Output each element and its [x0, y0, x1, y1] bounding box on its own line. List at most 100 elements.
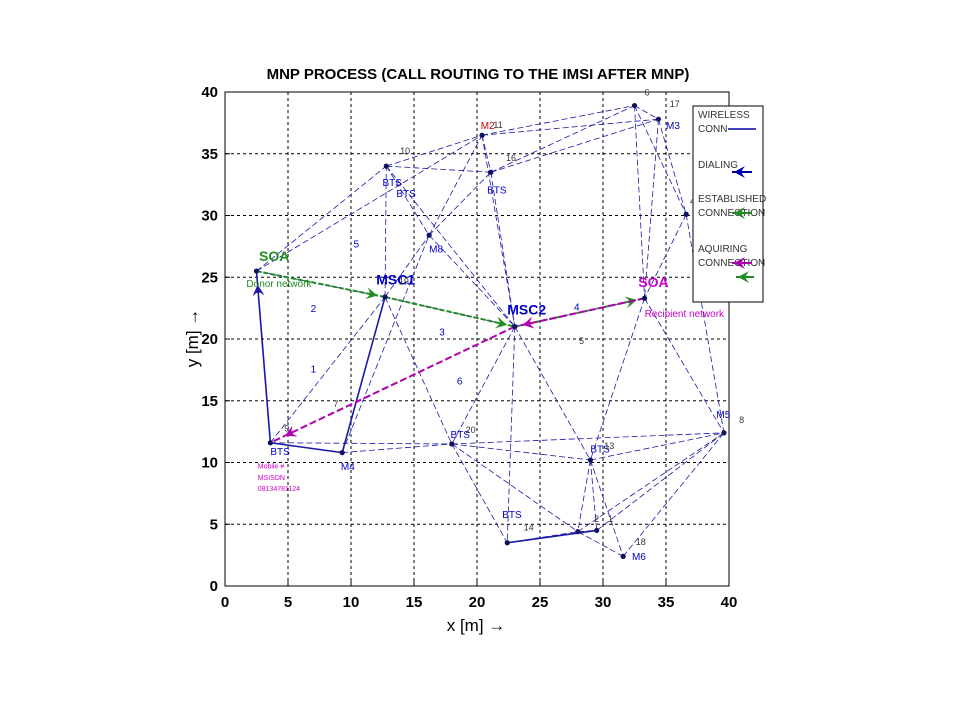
acquiring-connection-arrowhead [285, 425, 298, 437]
x-tick-label: 25 [532, 594, 549, 611]
acquiring-connection-arrowhead [522, 316, 535, 329]
node-n10 [383, 163, 389, 169]
node-label: BTS [487, 185, 507, 196]
node-label: BTS [451, 430, 471, 441]
wireless-link [577, 459, 591, 532]
wireless-link [490, 172, 516, 327]
established-connection [384, 296, 516, 328]
wireless-link [590, 432, 725, 461]
legend-swatch-arrowhead [734, 166, 745, 178]
node-label: 14 [524, 522, 534, 532]
wireless-link [256, 165, 387, 272]
node-label: 6 [457, 377, 463, 388]
wireless-link [482, 118, 659, 136]
legend-entry-label: CONN [698, 124, 727, 135]
node-n19 [641, 295, 648, 301]
y-tick-label: 5 [210, 516, 218, 533]
dialing-arrowhead [252, 284, 265, 297]
x-tick-label: 5 [284, 594, 292, 611]
node-label: 10 [400, 146, 410, 156]
x-tick-label: 30 [595, 594, 612, 611]
established-connection [256, 270, 386, 298]
node-label: M6 [632, 552, 646, 563]
dialing-link [341, 296, 386, 453]
node-label: BTS [383, 178, 403, 189]
node-label: M3 [666, 121, 680, 132]
node-n9 [267, 440, 273, 446]
node-n18 [620, 553, 626, 559]
legend-swatch-arrowhead [738, 271, 749, 283]
node-label: 7 [333, 399, 338, 409]
wireless-link [644, 214, 687, 299]
x-tick-label: 20 [469, 594, 486, 611]
legend-entry-label: CONNECTION [698, 208, 765, 219]
legend-entry-label: AQUIRING [698, 244, 748, 255]
wireless-link [634, 105, 659, 120]
wireless-link [481, 135, 516, 327]
chart-title: MNP PROCESS (CALL ROUTING TO THE IMSI AF… [267, 66, 690, 83]
node-label: 6 [645, 88, 650, 98]
y-tick-label: 25 [201, 269, 218, 286]
wireless-link [490, 118, 659, 173]
node-n8 [721, 430, 727, 436]
wireless-link [385, 165, 430, 236]
node-n4 [683, 211, 689, 217]
y-tick-label: 10 [201, 455, 218, 472]
node-label: 5 [579, 336, 584, 346]
wireless-link [634, 105, 687, 215]
dialing-link [255, 271, 272, 443]
grid [225, 92, 729, 586]
node-label: MSISDN [258, 475, 285, 482]
node-label: 16 [506, 153, 516, 163]
node-label: 1 [311, 364, 317, 375]
node-label: M5 [716, 410, 730, 421]
x-tick-label: 40 [721, 594, 738, 611]
node-n17 [655, 116, 662, 122]
node-n13 [587, 457, 594, 463]
node-label: 4 [574, 303, 580, 314]
legend-entry-label: DIALING [698, 160, 738, 171]
wireless-link [270, 296, 386, 443]
node-label: SOA [638, 274, 668, 290]
wireless-link [590, 459, 624, 557]
node-label: Donor network [246, 279, 312, 290]
wireless-link [590, 298, 645, 461]
wireless-link [490, 105, 635, 173]
legend-entry-label: CONNECTION [698, 258, 765, 269]
wireless-link [428, 135, 483, 236]
node-n15 [488, 169, 494, 175]
legend: WIRELESS CONN DIALING ESTABLISHED CONNECTION… [692, 105, 766, 303]
node-label: SOA [259, 248, 289, 264]
node-label: 08134781124 [258, 486, 300, 493]
node-label: 2 [311, 304, 317, 315]
legend-swatch-arrowhead [734, 257, 745, 269]
wireless-link [481, 105, 635, 136]
node-label: Recipient network [645, 309, 725, 320]
wireless-link [481, 135, 492, 173]
node-n6 [631, 102, 638, 109]
legend-box [692, 105, 764, 303]
wireless-link [342, 443, 452, 454]
wireless-link [270, 442, 452, 445]
node-label: MSC2 [507, 301, 546, 317]
node-label: 13 [604, 441, 614, 451]
node-label: 19 [399, 277, 409, 287]
node-n16 [253, 268, 260, 274]
node-label: 5 [354, 240, 360, 251]
y-tick-label: 40 [201, 84, 218, 101]
established-connection-arrowhead [494, 316, 508, 329]
legend-entry-label: WIRELESS [698, 110, 750, 121]
node-label: BTS [270, 447, 290, 458]
node-n11 [479, 132, 485, 138]
wireless-link [428, 171, 492, 236]
node-n5 [512, 324, 518, 330]
node-n2 [575, 529, 581, 535]
node-label: 9 [284, 424, 289, 434]
node-label: 3 [439, 327, 445, 338]
wireless-link [644, 119, 659, 299]
node-label: 1 [608, 514, 613, 524]
node-label: BTS [502, 510, 522, 521]
wireless-link [451, 432, 724, 445]
call-paths [252, 270, 645, 444]
